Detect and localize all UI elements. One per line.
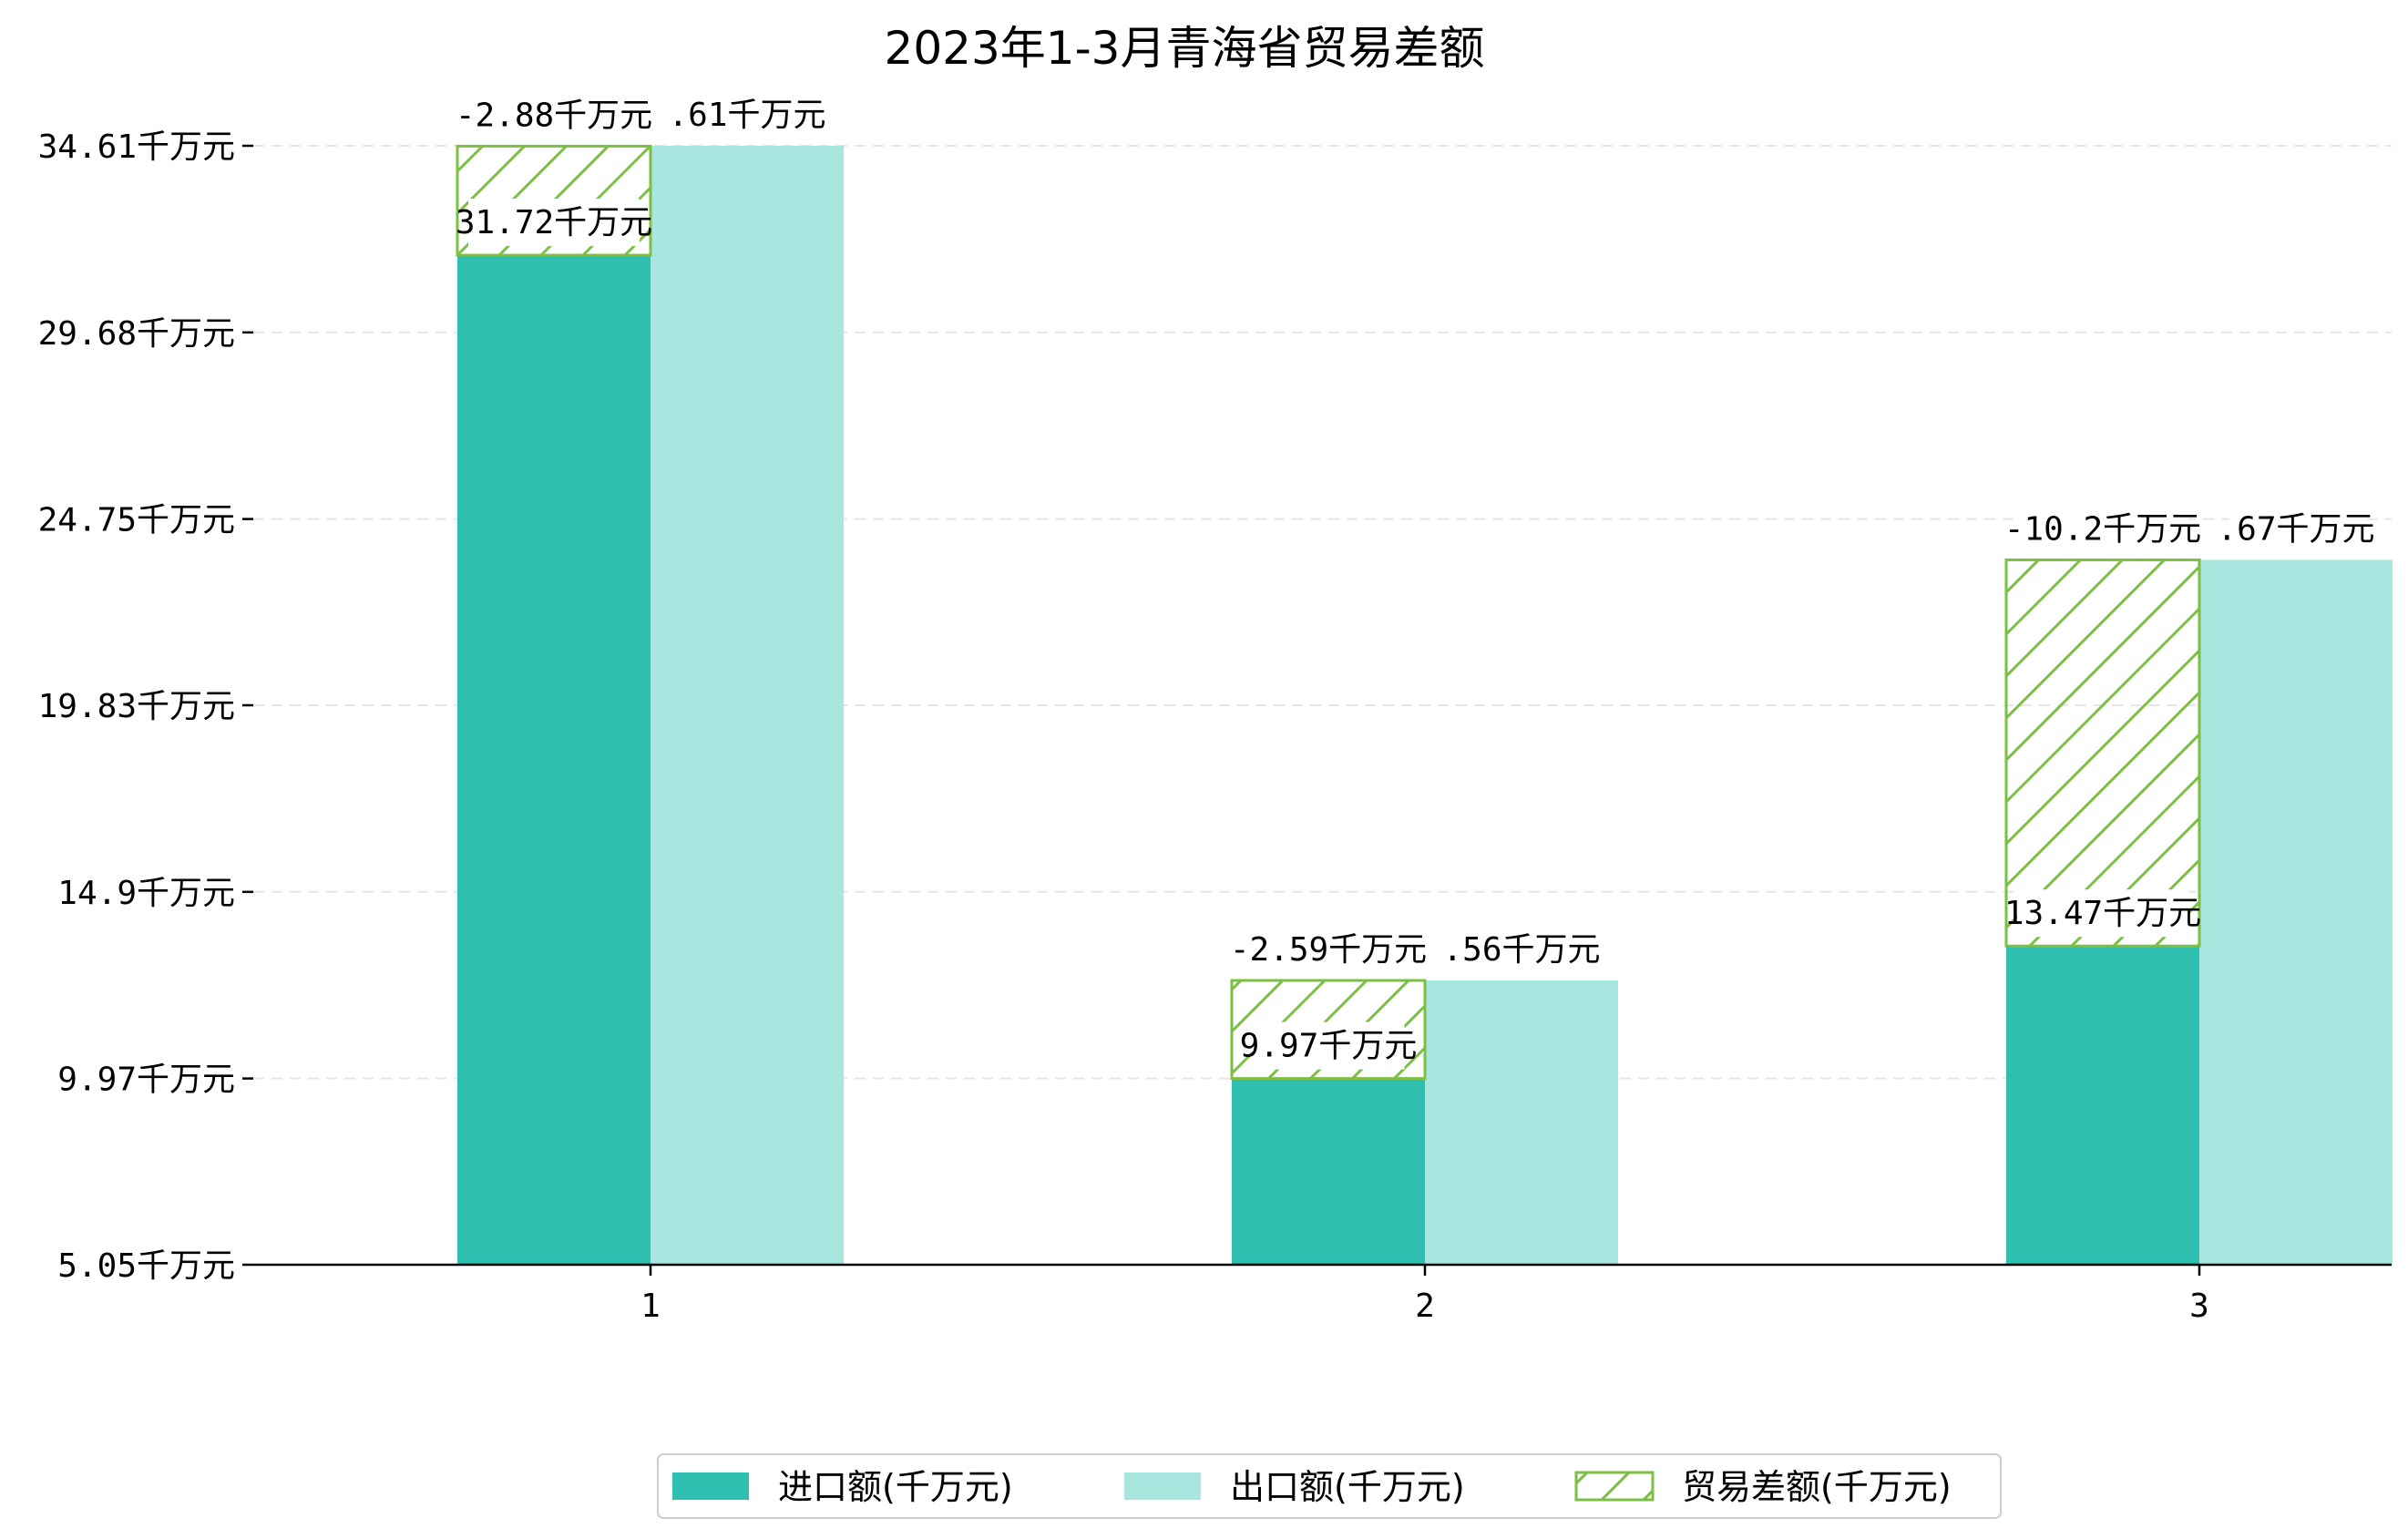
legend: 进口额(千万元) 出口额(千万元) 贸易差额(千万元) — [657, 1453, 2002, 1519]
balance-value-label-group: -10.2千万元 — [2004, 505, 2201, 553]
y-tick-label: 29.68千万元 — [38, 315, 235, 353]
balance-value-label-bg — [1243, 926, 1414, 974]
import-bar — [457, 255, 651, 1265]
export-value-label-bg — [1455, 926, 1588, 974]
legend-balance: 贸易差额(千万元) — [1574, 1467, 1952, 1507]
balance-bar — [2004, 558, 2201, 948]
import-value-label-bg — [1252, 1021, 1405, 1070]
y-tick-label: 24.75千万元 — [38, 502, 235, 539]
export-value-label-group: .61千万元 — [668, 91, 826, 139]
y-tick-label: 5.05千万元 — [57, 1247, 235, 1285]
balance-value-label-group: -2.59千万元 — [1230, 926, 1427, 974]
export-value-label-bg — [2229, 505, 2362, 553]
y-tick-label: 34.61千万元 — [38, 128, 235, 166]
export-value-label-group: .56千万元 — [1442, 926, 1601, 974]
balance-value-label-group: -2.88千万元 — [456, 91, 652, 139]
export-value-label: .67千万元 — [2217, 510, 2374, 548]
export-value-label-group: .67千万元 — [2217, 505, 2375, 553]
export-value-label-bg — [681, 91, 814, 139]
legend-export-swatch — [1124, 1472, 1201, 1500]
export-bar — [651, 146, 844, 1265]
balance-value-label: -2.59千万元 — [1230, 931, 1427, 969]
import-value-label: 31.72千万元 — [456, 204, 652, 241]
export-bar — [1425, 980, 1618, 1265]
legend-export: 出口额(千万元) — [1124, 1467, 1465, 1507]
import-value-label: 9.97千万元 — [1240, 1028, 1418, 1065]
legend-import: 进口额(千万元) — [672, 1467, 1013, 1507]
legend-import-swatch — [672, 1472, 749, 1500]
y-tick-label: 14.9千万元 — [57, 875, 235, 912]
export-value-label: .61千万元 — [668, 97, 825, 134]
balance-value-label: -2.88千万元 — [456, 97, 652, 134]
import-value-label-group: 13.47千万元 — [2004, 889, 2201, 938]
y-tick-label: 9.97千万元 — [57, 1062, 235, 1099]
import-value-label-bg — [468, 199, 640, 247]
legend-export-label: 出口额(千万元) — [1230, 1467, 1465, 1507]
legend-balance-label: 贸易差额(千万元) — [1682, 1467, 1952, 1507]
balance-value-label-bg — [2017, 505, 2188, 553]
x-tick-label: 1 — [640, 1288, 661, 1325]
x-tick-label: 2 — [1415, 1288, 1435, 1325]
import-value-label: 13.47千万元 — [2004, 895, 2201, 932]
chart-title: 2023年1-3月青海省贸易差额 — [885, 22, 1485, 75]
export-value-label: .56千万元 — [1442, 931, 1600, 969]
legend-frame — [657, 1453, 2002, 1519]
import-bar — [2006, 946, 2199, 1265]
import-value-label-bg — [2017, 889, 2188, 938]
legend-import-label: 进口额(千万元) — [778, 1467, 1013, 1507]
balance-value-label: -10.2千万元 — [2004, 510, 2201, 548]
import-value-label-group: 9.97千万元 — [1240, 1021, 1418, 1070]
x-tick-label: 3 — [2189, 1288, 2209, 1325]
import-value-label-group: 31.72千万元 — [456, 199, 652, 247]
balance-value-label-bg — [468, 91, 640, 139]
export-bar — [2199, 559, 2393, 1265]
y-tick-label: 19.83千万元 — [38, 688, 235, 725]
legend-balance-swatch — [1574, 1471, 1655, 1502]
import-bar — [1232, 1078, 1425, 1265]
